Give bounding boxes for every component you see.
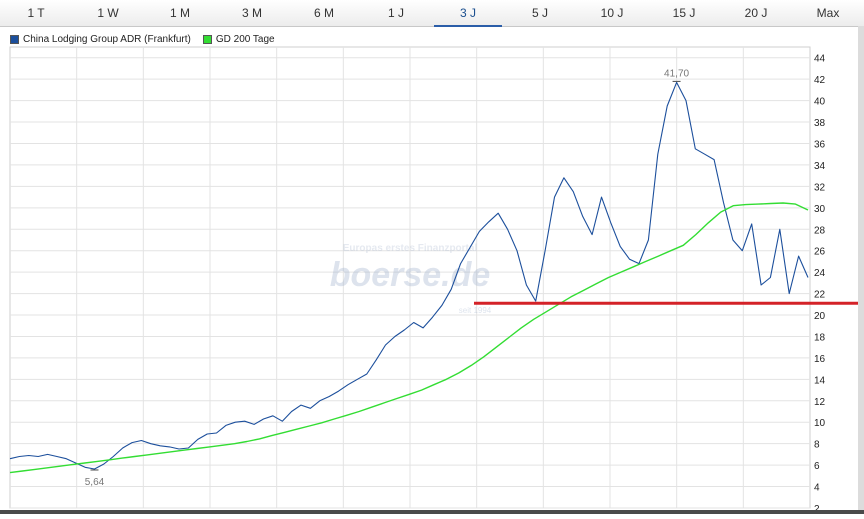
- tab-max[interactable]: Max: [816, 6, 840, 20]
- tab-5-j[interactable]: 5 J: [531, 6, 548, 20]
- tab-20-j[interactable]: 20 J: [744, 6, 768, 20]
- series-line-sma: [9, 202, 809, 474]
- tab-3-j[interactable]: 3 J: [432, 0, 504, 27]
- y-tick-label: 12: [814, 397, 826, 408]
- watermark-main: boerse.de: [330, 256, 491, 294]
- chart-legend: China Lodging Group ADR (Frankfurt) GD 2…: [10, 32, 287, 46]
- watermark-logo: Europas erstes Finanzportal boerse.de se…: [330, 243, 492, 315]
- legend-item-sma: GD 200 Tage: [202, 33, 275, 45]
- tab-1-t[interactable]: 1 T: [27, 6, 45, 20]
- extreme-labels: 5,64 41,70: [85, 68, 690, 488]
- y-tick-label: 38: [814, 118, 826, 129]
- tab-1-w[interactable]: 1 W: [97, 6, 119, 20]
- watermark-top: Europas erstes Finanzportal: [343, 243, 478, 254]
- tab-3-m[interactable]: 3 M: [241, 6, 262, 20]
- watermark-bottom: seit 1994: [459, 306, 492, 315]
- tab-15-j[interactable]: 15 J: [672, 6, 696, 20]
- y-tick-label: 6: [814, 461, 820, 472]
- bottom-frame: [0, 510, 864, 514]
- y-tick-label: 42: [814, 75, 826, 86]
- legend-swatch-price: [10, 34, 19, 44]
- y-tick-label: 18: [814, 332, 826, 343]
- y-tick-label: 14: [814, 375, 826, 386]
- series-line-price: [9, 81, 809, 470]
- y-tick-label: 2: [814, 504, 820, 514]
- tab-1-j[interactable]: 1 J: [387, 6, 404, 20]
- y-tick-label: 40: [814, 97, 826, 108]
- legend-label-price: China Lodging Group ADR (Frankfurt): [23, 33, 191, 45]
- y-tick-label: 32: [814, 182, 826, 193]
- tab-10-j[interactable]: 10 J: [600, 6, 624, 20]
- series: [9, 81, 859, 474]
- y-tick-label: 30: [814, 204, 826, 215]
- legend-item-price: China Lodging Group ADR (Frankfurt): [10, 34, 191, 45]
- y-tick-label: 44: [814, 54, 826, 65]
- timeframe-tabbar: 1 T 1 W 1 M 3 M 6 M 1 J 3 J 5 J 10 J 15 J 20 J Max: [0, 0, 864, 27]
- y-tick-label: 8: [814, 440, 820, 451]
- y-tick-label: 16: [814, 354, 826, 365]
- y-tick-label: 4: [814, 483, 820, 494]
- right-frame: [858, 26, 864, 514]
- y-tick-label: 34: [814, 161, 826, 172]
- tab-6-m[interactable]: 6 M: [313, 6, 334, 20]
- legend-label-sma: GD 200 Tage: [215, 33, 275, 45]
- max-value-label: 41,70: [664, 68, 689, 79]
- y-tick-label: 20: [814, 311, 826, 322]
- y-tick-label: 10: [814, 418, 826, 429]
- tab-1-m[interactable]: 1 M: [169, 6, 190, 20]
- y-tick-label: 36: [814, 139, 826, 150]
- grid: [9, 46, 811, 509]
- legend-swatch-sma: [202, 34, 212, 44]
- y-tick-label: 24: [814, 268, 826, 279]
- min-value-label: 5,64: [85, 477, 105, 488]
- y-tick-label: 26: [814, 247, 826, 258]
- y-tick-label: 22: [814, 290, 826, 301]
- y-tick-label: 28: [814, 225, 826, 236]
